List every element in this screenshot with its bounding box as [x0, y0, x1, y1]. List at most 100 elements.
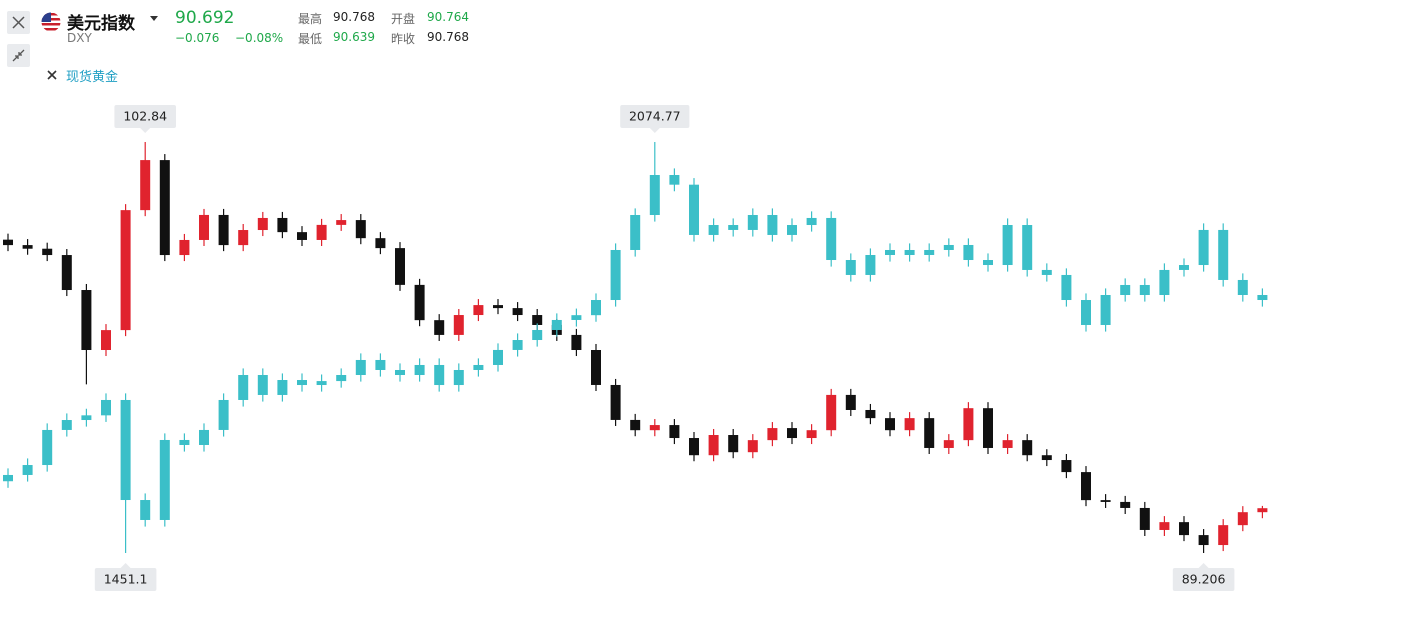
- candle-body: [767, 428, 778, 441]
- extreme-label: 89.206: [1182, 572, 1226, 587]
- candle-body: [336, 220, 347, 225]
- candle-body: [1061, 274, 1072, 301]
- stat-label: 最低: [298, 32, 323, 46]
- candle-body: [277, 380, 288, 395]
- candle-body: [630, 419, 641, 431]
- close-button[interactable]: [7, 11, 30, 34]
- candle-body: [1257, 295, 1268, 301]
- candle-body: [787, 428, 797, 439]
- candle-body: [1120, 501, 1131, 508]
- candle-body: [375, 359, 386, 370]
- candle-body: [22, 245, 33, 249]
- candle-body: [297, 232, 307, 240]
- symbol: DXY: [67, 31, 92, 45]
- candle-body: [571, 334, 582, 351]
- candle-body: [1100, 295, 1111, 325]
- extreme-label: 1451.1: [104, 572, 148, 587]
- candle-body: [355, 359, 366, 376]
- candle-body: [669, 174, 680, 185]
- candle-body: [532, 329, 543, 341]
- candle-body: [689, 438, 699, 456]
- candle-body: [434, 320, 445, 335]
- candle-body: [787, 225, 797, 235]
- candle-body: [826, 394, 837, 431]
- candle-body: [1179, 265, 1189, 270]
- candle-body: [1081, 300, 1091, 325]
- candle-body: [159, 439, 170, 520]
- candle-body: [885, 418, 895, 431]
- candle-body: [1022, 225, 1033, 270]
- candle-body: [669, 425, 680, 439]
- candle-body: [1022, 440, 1033, 456]
- candle-body: [336, 375, 347, 382]
- candle-body: [1218, 229, 1229, 280]
- candle-body: [316, 224, 327, 240]
- candle-body: [512, 340, 523, 350]
- candle-body: [1159, 522, 1170, 530]
- candle-body: [1139, 284, 1150, 296]
- candle-body: [865, 254, 876, 275]
- candle-body: [1257, 508, 1268, 513]
- extreme-label-pointer: [1198, 563, 1209, 568]
- candle-body: [689, 184, 699, 235]
- candle-body: [3, 474, 13, 482]
- candle-body: [473, 364, 484, 370]
- candle-body: [414, 364, 425, 376]
- candle-body: [1159, 269, 1170, 296]
- candle-body: [845, 260, 856, 275]
- stat-label: 最高: [298, 12, 323, 26]
- instrument-name[interactable]: 美元指数: [67, 14, 135, 34]
- candle-body: [806, 430, 817, 439]
- candle-body: [277, 217, 288, 233]
- candle-body: [924, 249, 935, 255]
- candle-body: [199, 214, 209, 240]
- candle-body: [1081, 472, 1091, 501]
- extreme-label-box: [114, 105, 176, 128]
- stat-label: 开盘: [391, 12, 416, 26]
- remove-compare[interactable]: [46, 69, 58, 81]
- candle-body: [120, 210, 131, 331]
- candle-body: [806, 217, 817, 226]
- candle-body: [649, 425, 660, 431]
- flag-icon: [41, 12, 61, 32]
- candle-body: [649, 174, 660, 215]
- candle-body: [512, 308, 523, 316]
- candle-body: [120, 399, 131, 501]
- candle-body: [42, 248, 53, 256]
- compare-legend[interactable]: 现货黄金: [66, 70, 119, 85]
- candle-body: [61, 420, 72, 430]
- candle-body: [826, 217, 837, 261]
- candle-body: [22, 465, 33, 475]
- candle-body: [591, 350, 601, 385]
- candle-body: [414, 284, 425, 321]
- change: −0.076: [175, 31, 220, 45]
- candle-body: [199, 429, 209, 445]
- candle-body: [708, 225, 719, 235]
- extreme-label-box: [94, 568, 157, 591]
- candle-body: [473, 305, 484, 316]
- candle-body: [140, 500, 151, 520]
- candle-body: [218, 214, 229, 246]
- candle-body: [630, 214, 641, 250]
- candle-body: [924, 418, 935, 448]
- candle-body: [1061, 460, 1072, 473]
- candle-body: [591, 300, 601, 316]
- candle-body: [865, 409, 876, 419]
- candle-body: [61, 255, 72, 291]
- collapse-button[interactable]: [7, 44, 30, 67]
- candle-body: [1041, 455, 1052, 461]
- candle-body: [610, 249, 621, 301]
- change-percent: −0.08%: [235, 31, 284, 45]
- candle-body: [316, 381, 327, 386]
- candle-body: [238, 230, 249, 246]
- dropdown-arrow[interactable]: [149, 15, 159, 23]
- candle-body: [1139, 507, 1150, 530]
- candle-body: [1237, 279, 1248, 296]
- candle-body: [453, 315, 464, 335]
- candle-body: [1100, 500, 1111, 502]
- candle-body: [493, 305, 503, 309]
- candle-body: [434, 364, 445, 386]
- candle-body: [101, 399, 111, 416]
- candle-body: [1198, 229, 1209, 266]
- candle-body: [943, 440, 954, 448]
